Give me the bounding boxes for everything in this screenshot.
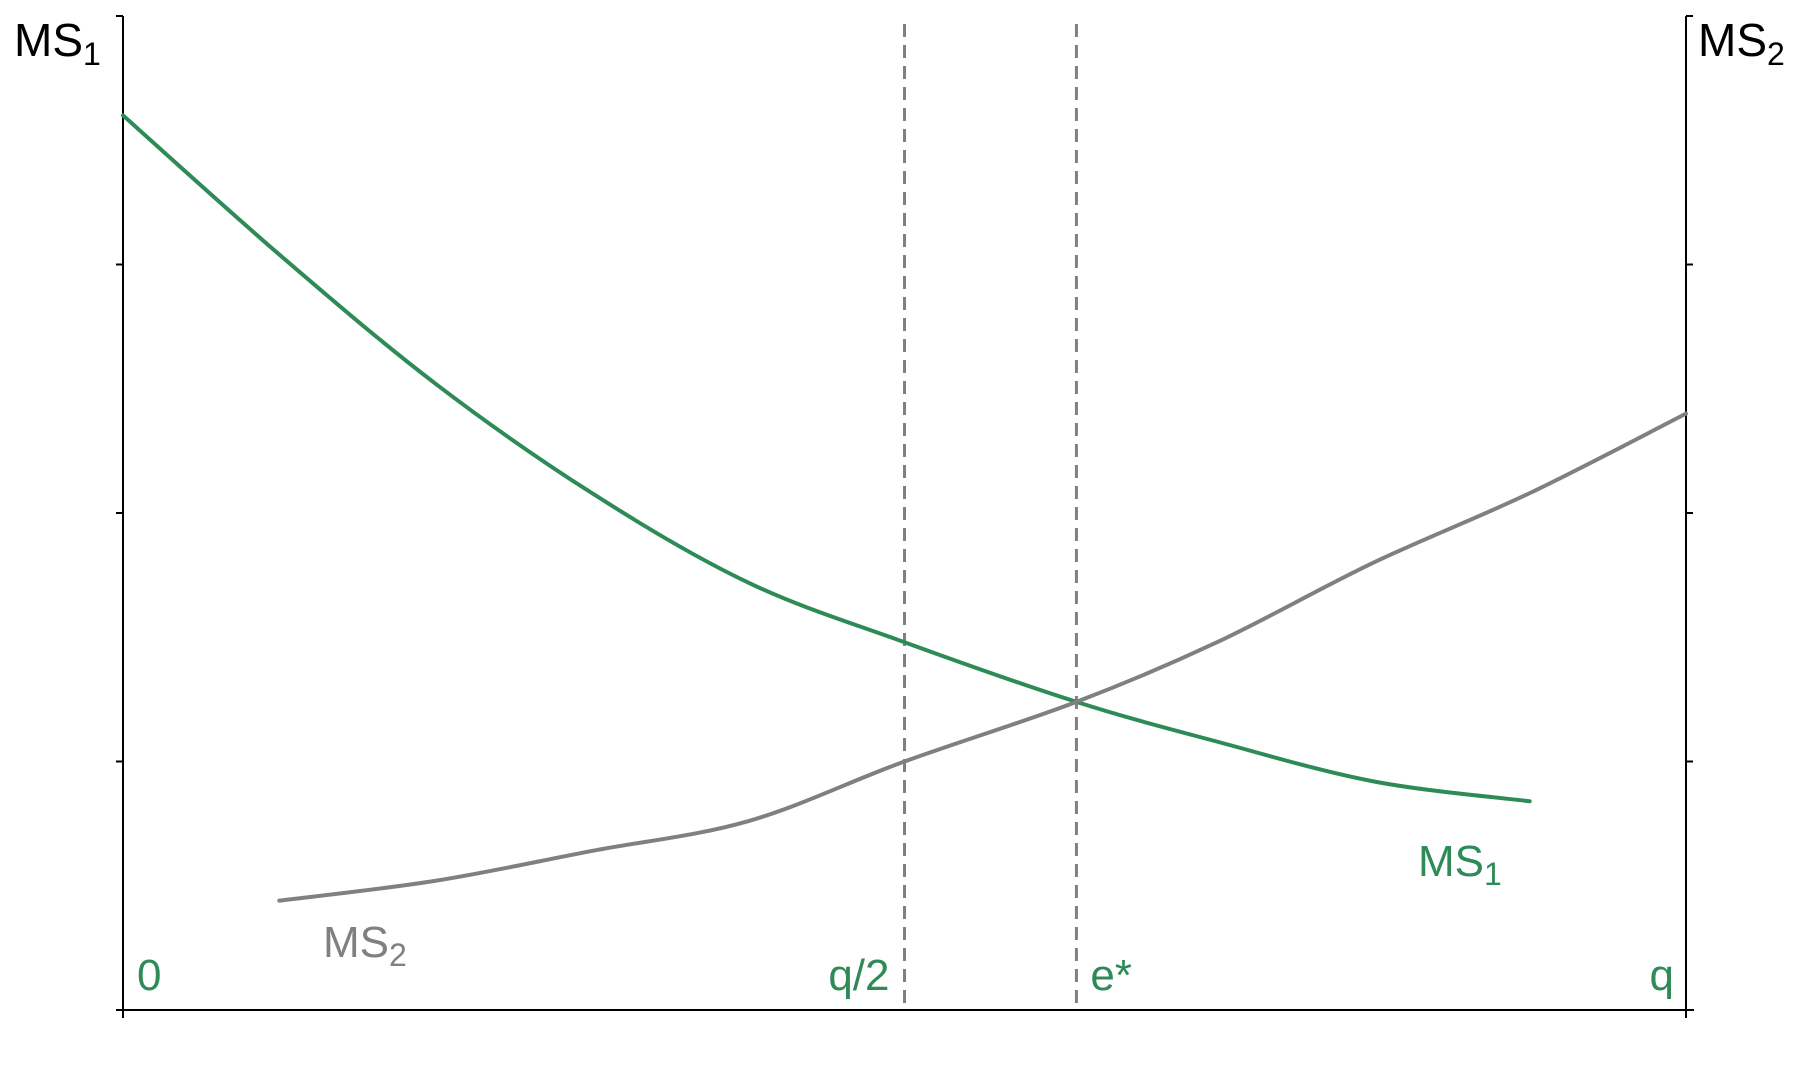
series-layer xyxy=(121,113,1688,903)
left-axis-title: MS1 xyxy=(14,14,101,72)
series-label-ms1-sub: 1 xyxy=(1484,856,1502,892)
x-marker-labels: 0 q/2 e* q xyxy=(137,951,1674,1000)
series-line-ms2 xyxy=(277,411,1688,903)
series-line-ms1 xyxy=(121,113,1532,804)
x-marker-label-1: q/2 xyxy=(828,951,889,1000)
series-label-ms1-main: MS xyxy=(1418,837,1484,886)
x-marker-label-2: e* xyxy=(1090,951,1132,1000)
x-marker-label-3: q xyxy=(1650,951,1674,1000)
guide-lines xyxy=(903,24,1078,1010)
left-axis-title-main: MS xyxy=(14,14,83,66)
right-axis-title-sub: 2 xyxy=(1767,36,1785,72)
right-axis-title-main: MS xyxy=(1698,14,1767,66)
left-axis-title-sub: 1 xyxy=(83,36,101,72)
series-label-ms2-sub: 2 xyxy=(389,937,407,973)
series-label-ms2-main: MS xyxy=(323,918,389,967)
series-label-ms2: MS2 xyxy=(323,918,407,973)
x-marker-label-0: 0 xyxy=(137,951,161,1000)
axis-ticks xyxy=(116,15,1693,1018)
series-label-ms1: MS1 xyxy=(1418,837,1502,892)
right-axis-title: MS2 xyxy=(1698,14,1785,72)
